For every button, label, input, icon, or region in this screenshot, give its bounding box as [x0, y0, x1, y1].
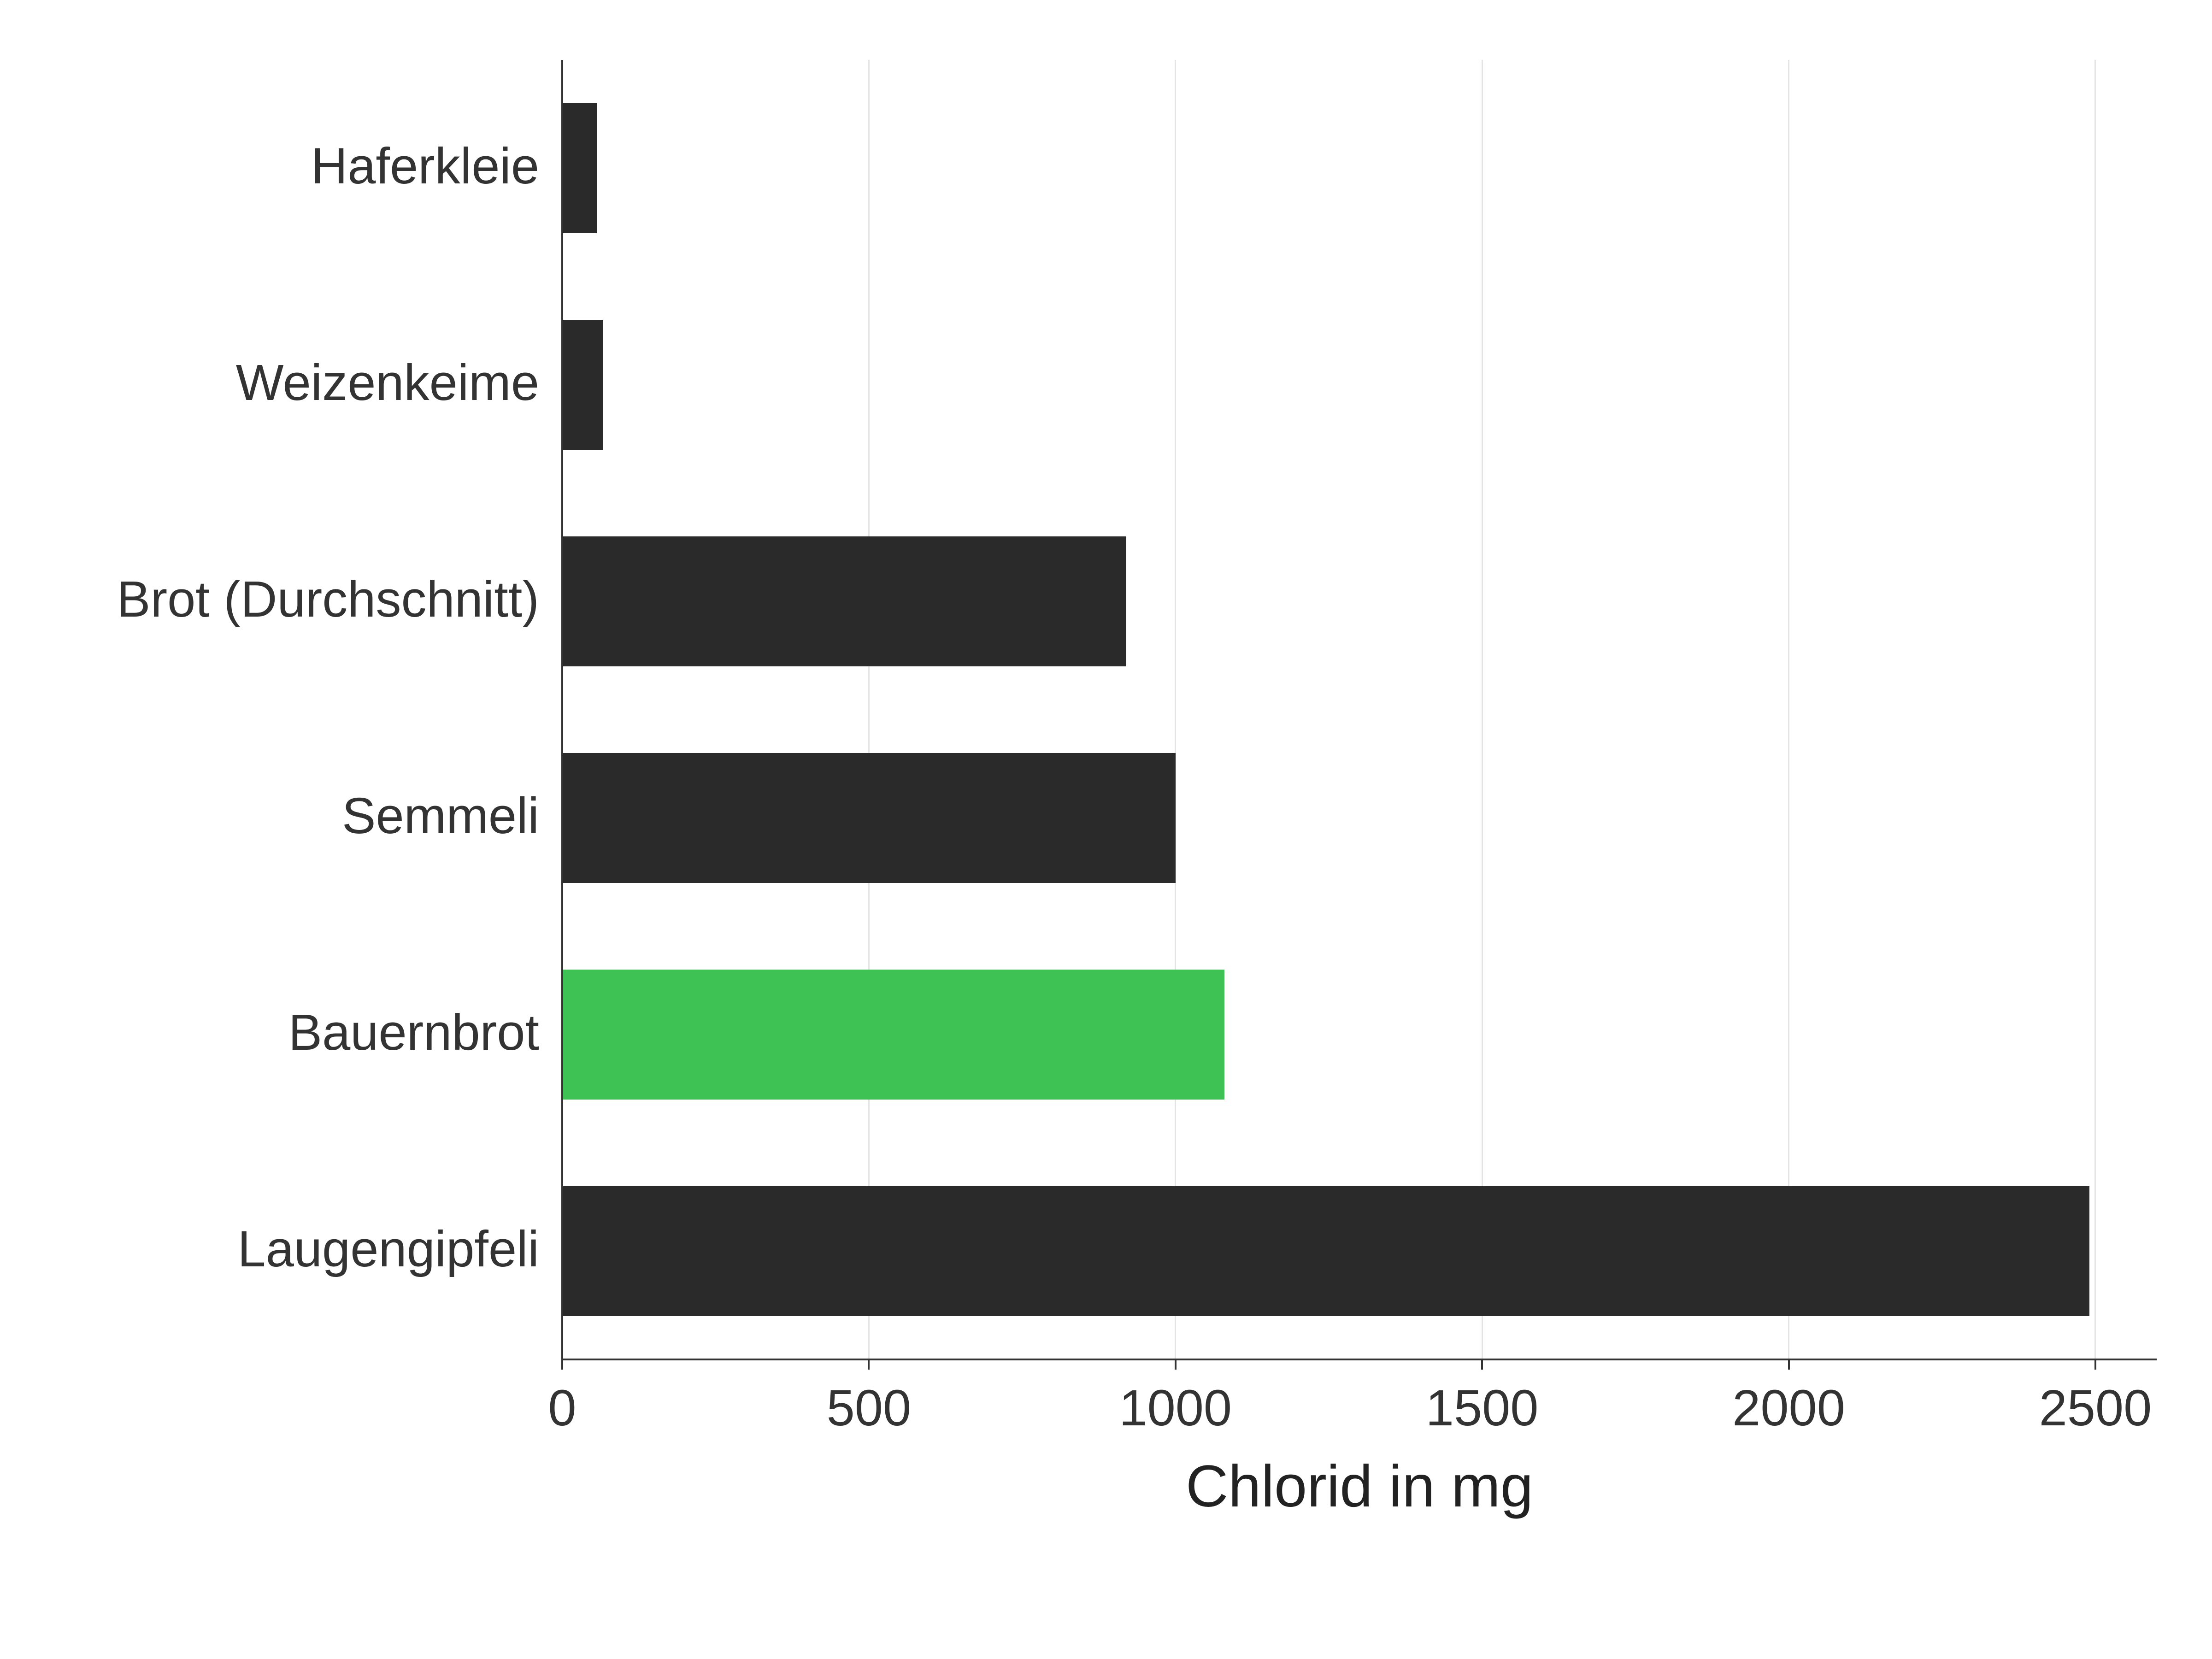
x-tick-label: 1500	[1426, 1379, 1539, 1437]
bar	[562, 103, 597, 233]
x-axis-line	[562, 1359, 2157, 1360]
x-tick-label: 2000	[1732, 1379, 1845, 1437]
y-axis-label: Semmeli	[342, 787, 539, 845]
bar	[562, 536, 1126, 666]
y-axis-label: Haferkleie	[311, 137, 539, 195]
x-tick-label: 2500	[2039, 1379, 2152, 1437]
gridline	[868, 60, 870, 1359]
x-tick-mark	[1788, 1359, 1790, 1370]
y-axis-label: Laugengipfeli	[238, 1220, 539, 1278]
x-tick-label: 0	[548, 1379, 576, 1437]
gridline	[1175, 60, 1176, 1359]
bar	[562, 753, 1176, 883]
y-axis-line	[561, 60, 563, 1359]
y-axis-label: Bauernbrot	[288, 1003, 539, 1062]
x-tick-mark	[2094, 1359, 2096, 1370]
y-axis-label: Weizenkeime	[236, 353, 539, 412]
bar	[562, 320, 603, 450]
x-tick-mark	[561, 1359, 563, 1370]
gridline	[1788, 60, 1789, 1359]
gridline	[2094, 60, 2096, 1359]
x-tick-mark	[868, 1359, 870, 1370]
bar	[562, 970, 1224, 1100]
plot-area	[562, 60, 2157, 1359]
y-axis-label: Brot (Durchschnitt)	[117, 570, 539, 629]
gridline	[1482, 60, 1483, 1359]
bar	[562, 1186, 2089, 1316]
x-tick-mark	[1175, 1359, 1177, 1370]
x-tick-mark	[1481, 1359, 1483, 1370]
x-tick-label: 1000	[1119, 1379, 1232, 1437]
x-axis-title: Chlorid in mg	[1186, 1453, 1533, 1520]
x-tick-label: 500	[827, 1379, 912, 1437]
chloride-bar-chart: Haferkleie Weizenkeime Brot (Durchschnitt)…	[0, 0, 2212, 1659]
